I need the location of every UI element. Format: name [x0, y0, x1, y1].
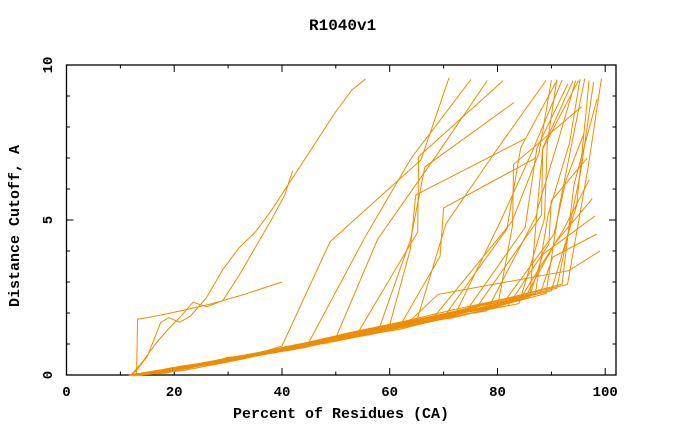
svg-text:80: 80 — [489, 385, 506, 401]
svg-text:Distance Cutoff, A: Distance Cutoff, A — [7, 145, 24, 307]
svg-text:100: 100 — [593, 385, 618, 401]
svg-text:0: 0 — [62, 385, 70, 401]
svg-text:Percent of Residues (CA): Percent of Residues (CA) — [233, 406, 449, 423]
svg-text:60: 60 — [381, 385, 398, 401]
svg-text:5: 5 — [41, 216, 57, 224]
svg-text:20: 20 — [166, 385, 183, 401]
svg-text:0: 0 — [41, 371, 57, 379]
svg-text:10: 10 — [41, 57, 57, 74]
svg-text:40: 40 — [274, 385, 291, 401]
svg-text:R1040v1: R1040v1 — [309, 17, 376, 35]
